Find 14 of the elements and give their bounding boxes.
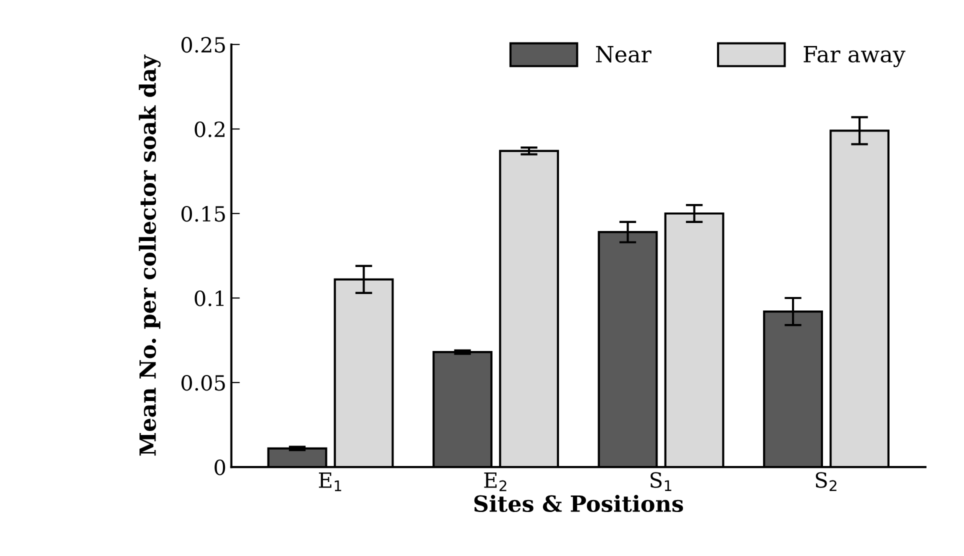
x-tick-label: E$_{1}$: [318, 472, 342, 492]
x-tick-label: E$_{2}$: [484, 472, 506, 492]
y-tick-label: 0.25: [181, 36, 225, 53]
legend-label: Far away: [804, 46, 906, 68]
x-tick-label: S$_{2}$: [816, 472, 836, 491]
legend-label: Near: [596, 46, 652, 63]
y-tick-label: 0.15: [181, 206, 225, 222]
y-tick-label: 0.2: [194, 121, 224, 138]
y-tick-label: 0: [214, 459, 226, 476]
y-tick-label: 0.1: [194, 290, 224, 306]
y-tick-label: 0.05: [181, 374, 225, 391]
x-axis-title: Sites & Positions: [474, 494, 684, 512]
x-tick-label: S$_{1}$: [650, 472, 672, 491]
y-axis-title: Mean No. per collector soak day: [138, 54, 161, 456]
